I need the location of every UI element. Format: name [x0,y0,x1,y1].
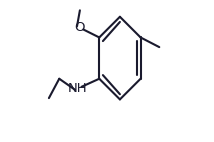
Text: O: O [75,21,85,34]
Text: NH: NH [68,82,88,95]
